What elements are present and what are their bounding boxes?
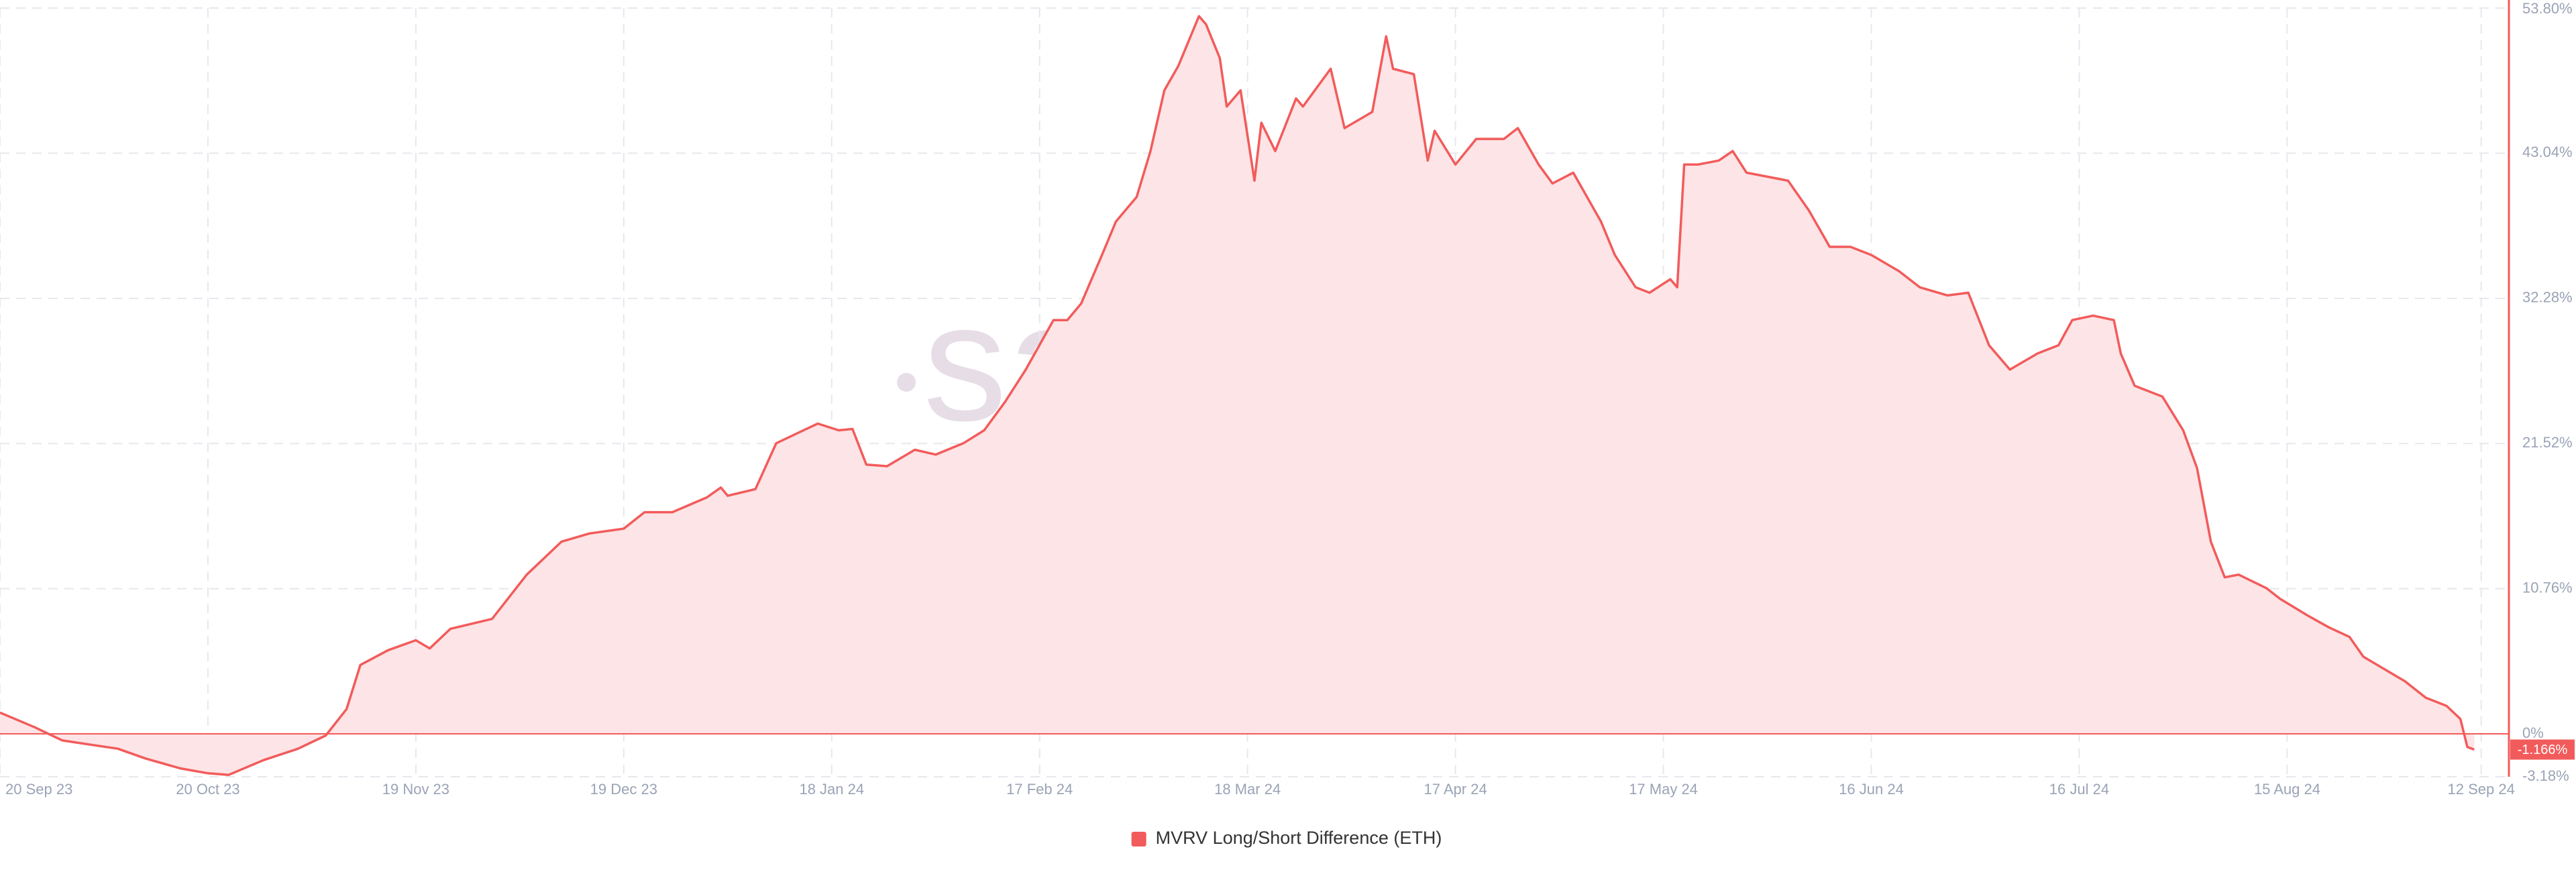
area [0,16,2475,775]
x-tick-label: 20 Sep 23 [5,781,72,798]
x-tick-label: 19 Nov 23 [382,781,449,798]
y-tick-label: 10.76% [2522,579,2573,596]
y-tick-label: -3.18% [2522,767,2569,784]
legend-swatch [1131,832,1146,847]
x-tick-label: 12 Sep 24 [2448,781,2515,798]
x-tick-label: 16 Jul 24 [2049,781,2109,798]
watermark-dot [897,373,916,392]
y-tick-label: 53.80% [2522,0,2573,17]
y-tick-label: 0% [2522,724,2544,741]
x-tick-label: 17 May 24 [1629,781,1698,798]
line [0,15,2475,776]
x-tick-label: 16 Jun 24 [1839,781,1904,798]
y-tick-label: 32.28% [2522,289,2573,306]
current-value-tag [2510,739,2575,760]
x-tick-label: 17 Feb 24 [1006,781,1073,798]
x-tick-label: 19 Dec 23 [590,781,657,798]
x-tick-label: 18 Jan 24 [799,781,864,798]
current-value-label: -1.166% [2518,743,2568,757]
y-tick-label: 43.04% [2522,144,2573,160]
x-tick-label: 15 Aug 24 [2254,781,2320,798]
x-tick-label: 17 Apr 24 [1424,781,1487,798]
x-tick-label: 20 Oct 23 [176,781,239,798]
x-tick-label: 18 Mar 24 [1214,781,1281,798]
y-tick-label: 21.52% [2522,434,2573,451]
legend-label: MVRV Long/Short Difference (ETH) [1156,828,1442,848]
